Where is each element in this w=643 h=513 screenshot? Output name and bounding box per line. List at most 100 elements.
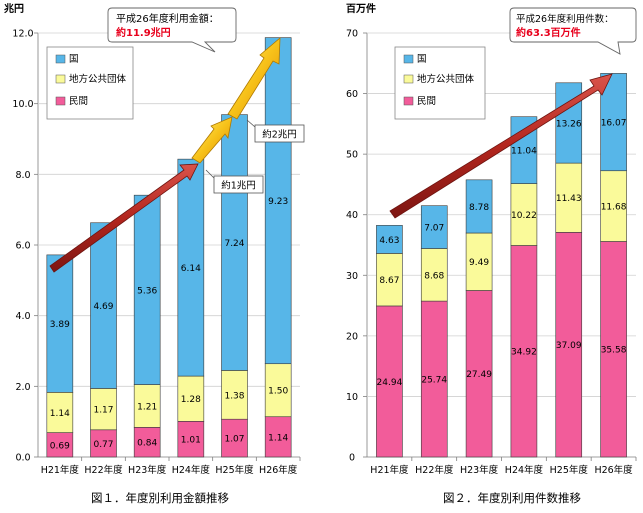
y-tick-label: 70 xyxy=(346,29,358,40)
bar-segment xyxy=(177,421,205,458)
data-label: 9.23 xyxy=(268,197,288,207)
y-tick-label: 20 xyxy=(346,331,358,342)
bar-segment xyxy=(90,222,117,389)
y-tick-label: 8.0 xyxy=(15,170,30,181)
figure-caption: 図２．年度別利用件数推移 xyxy=(443,491,581,505)
data-label: 10.22 xyxy=(511,211,537,221)
callout-line1: 平成26年度利用件数： xyxy=(516,13,614,25)
legend-label-minkan: 民間 xyxy=(69,96,88,107)
bar-segment xyxy=(264,363,292,418)
y-tick-label: 50 xyxy=(346,150,358,161)
callout-line2: 約63.3百万件 xyxy=(516,26,581,39)
data-label: 1.17 xyxy=(93,406,113,416)
bar-segment xyxy=(465,232,493,291)
y-tick-label: 12.0 xyxy=(12,29,33,40)
bar-segment xyxy=(420,205,448,249)
data-label: 16.07 xyxy=(601,119,627,129)
bar-segment xyxy=(46,254,74,393)
data-label: 7.24 xyxy=(224,239,244,249)
y-axis-tick-labels: 0.0 2.0 4.0 6.0 8.0 10.0 12.0 xyxy=(12,29,33,464)
bar-segment xyxy=(510,245,538,458)
callout-line1: 平成26年度利用金額： xyxy=(116,12,219,25)
y-tick-label: 0 xyxy=(349,453,355,464)
x-tick-label: H24年度 xyxy=(172,464,211,476)
y-axis-unit: 兆円 xyxy=(4,2,24,15)
data-label: 6.14 xyxy=(181,264,201,274)
x-tick-label: H24年度 xyxy=(505,464,544,476)
data-label: 11.43 xyxy=(556,194,582,204)
data-label: 9.49 xyxy=(469,258,489,268)
legend-label-kuni: 国 xyxy=(69,54,79,65)
data-label: 0.77 xyxy=(93,440,113,450)
chart-amount: 兆円 0.02.04.06.08.010.012.0 0.691.143.890… xyxy=(4,2,305,505)
legend-swatch-minkan xyxy=(55,96,66,106)
bar-segment xyxy=(90,388,117,431)
y-axis-unit: 百万件 xyxy=(346,2,376,15)
x-tick-label: H23年度 xyxy=(128,464,167,476)
annotation-1cho: 約1兆円 xyxy=(205,169,264,194)
trend-arrow-red xyxy=(49,163,199,273)
annotation-text: 約1兆円 xyxy=(221,180,256,192)
bar-segment xyxy=(133,384,161,428)
data-label: 11.68 xyxy=(601,203,627,213)
bar-segment xyxy=(376,305,403,458)
legend-label-kuni: 国 xyxy=(417,54,427,65)
callout-line2: 約11.9兆円 xyxy=(116,26,171,39)
x-tick-label: H23年度 xyxy=(460,464,499,476)
callout: 平成26年度利用件数： 約63.3百万件 xyxy=(509,7,637,55)
y-tick-label: 6.0 xyxy=(15,241,30,252)
x-axis-tick-labels: H21年度 H22年度 H23年度 H24年度 H25年度 H26年度 xyxy=(41,464,298,476)
bar-segment xyxy=(46,392,74,433)
data-label: 1.07 xyxy=(224,435,244,445)
x-axis-tick-labels: H21年度 H22年度 H23年度 H24年度 H25年度 H26年度 xyxy=(370,464,633,476)
data-label: 8.68 xyxy=(424,271,444,281)
bar-segment xyxy=(264,37,292,365)
bar-segment xyxy=(376,253,403,307)
legend-swatch-kuni xyxy=(55,54,66,64)
y-tick-label: 2.0 xyxy=(15,382,30,393)
chart-count: 百万件 0 10 20 30 40 50 60 70 24.94 8.67 4.63 25.74 8.… xyxy=(346,2,637,505)
data-label: 25.74 xyxy=(421,376,447,386)
bar-segment xyxy=(420,248,448,302)
legend-label-chiho: 地方公共団体 xyxy=(69,73,127,85)
x-tick-label: H25年度 xyxy=(215,464,254,476)
y-tick-label: 4.0 xyxy=(15,311,30,322)
legend-swatch-chiho xyxy=(55,74,66,84)
data-label: 35.58 xyxy=(601,346,627,356)
figure-caption: 図１．年度別利用金額推移 xyxy=(91,491,229,505)
y-tick-label: 40 xyxy=(346,210,358,221)
bar-segment xyxy=(177,158,205,377)
x-tick-label: H21年度 xyxy=(370,464,409,476)
y-axis-tick-labels: 0 10 20 30 40 50 60 70 xyxy=(346,29,358,464)
data-label: 1.38 xyxy=(224,391,244,401)
bar-segment xyxy=(555,162,583,233)
trend-arrow-red xyxy=(389,73,613,219)
data-label: 8.78 xyxy=(469,203,489,213)
data-label: 7.07 xyxy=(424,224,444,234)
bar-segment xyxy=(465,290,493,458)
legend-swatch-minkan xyxy=(403,96,414,106)
data-label: 1.14 xyxy=(50,409,70,419)
bar-segment xyxy=(221,114,248,371)
bar-segment xyxy=(510,183,538,246)
data-label: 3.89 xyxy=(50,320,70,330)
annotation-text: 約2兆円 xyxy=(262,129,297,141)
legend-swatch-kuni xyxy=(403,54,414,64)
bar-segment xyxy=(264,416,292,458)
bar-segment xyxy=(133,194,161,385)
callout: 平成26年度利用金額： 約11.9兆円 xyxy=(107,7,237,53)
annotation-2cho: 約2兆円 xyxy=(246,119,305,143)
x-tick-label: H26年度 xyxy=(594,464,633,476)
data-label: 4.69 xyxy=(93,302,113,312)
x-tick-label: H25年度 xyxy=(550,464,589,476)
x-tick-label: H21年度 xyxy=(41,464,80,476)
bar-segments xyxy=(376,73,627,458)
data-label: 1.01 xyxy=(181,436,201,446)
y-tick-label: 10.0 xyxy=(12,99,33,110)
data-label: 37.09 xyxy=(556,341,582,351)
legend: 国 地方公共団体 民間 xyxy=(394,46,486,120)
y-tick-label: 60 xyxy=(346,89,358,100)
y-tick-label: 30 xyxy=(346,271,358,282)
y-tick-label: 0.0 xyxy=(15,453,30,464)
data-label: 5.36 xyxy=(137,286,157,296)
